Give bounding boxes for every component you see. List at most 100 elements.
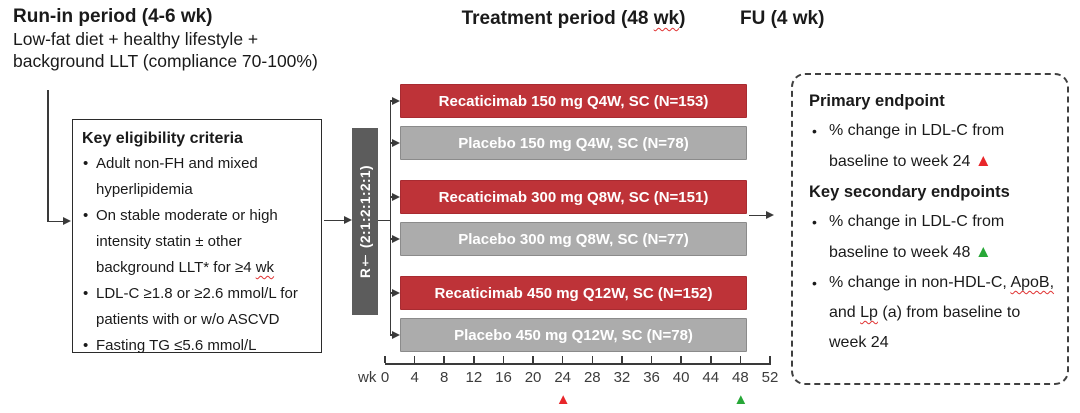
eligibility-bullet-list: Adult non-FH and mixed hyperlipidemia On … (82, 151, 315, 359)
axis-tick (473, 356, 475, 363)
treatment-arm-bar-active: Recaticimab 150 mg Q4W, SC (N=153) (400, 84, 747, 118)
text-segment: Treatment period (48 (461, 8, 654, 29)
axis-tick (413, 356, 416, 363)
axis-tick-label: 20 (524, 369, 542, 386)
axis-tick-label: 52 (761, 369, 779, 386)
branch-arrowhead-icon (392, 234, 400, 243)
branch-spine-line (389, 101, 391, 335)
eligibility-bullet: Fasting TG ≤5.6 mmol/L (82, 333, 315, 359)
eligibility-bullet: Adult non-FH and mixed hyperlipidemia (82, 151, 315, 203)
axis-tick (561, 356, 564, 363)
treatment-arm-bar-active: Recaticimab 300 mg Q8W, SC (N=151) (400, 180, 747, 214)
text-segment: (a) from baseline to week 24 (829, 304, 1021, 351)
eligibility-to-randomization-arrowhead-icon (344, 216, 352, 224)
run-in-connector-vertical-line (47, 90, 49, 221)
axis-tick (710, 356, 712, 363)
text-segment-red-triangle: ▲ (974, 151, 992, 170)
endpoints-box: Primary endpoint % change in LDL-C from b… (791, 73, 1069, 385)
endpoint-bullet-list: % change in LDL-C from baseline to week … (809, 207, 1055, 358)
axis-tick-label: 8 (440, 369, 449, 386)
treatment-arm-bar-placebo: Placebo 450 mg Q12W, SC (N=78) (400, 318, 747, 352)
text-segment-squiggle: Lp (860, 304, 878, 321)
text-segment-green-triangle: ▲ (974, 242, 992, 261)
endpoint-bullet: % change in non-HDL-C, ApoB, and Lp (a) … (809, 268, 1055, 358)
follow-up-title: FU (4 wk) (740, 8, 825, 29)
text-segment-squiggle: wk (653, 8, 680, 29)
axis-tick (502, 356, 505, 363)
axis-tick-label: 44 (702, 369, 720, 386)
axis-tick (532, 356, 534, 363)
randomization-to-spine-line (378, 219, 390, 221)
axis-tick (739, 356, 742, 363)
run-in-subtitle-line2: background LLT (compliance 70-100%) (13, 51, 318, 71)
axis-tick-label: 36 (643, 369, 660, 386)
axis-tick-label: 28 (583, 369, 601, 386)
text-segment: % change in LDL-C from baseline to week … (829, 122, 1005, 170)
treatment-arm-label: Recaticimab 450 mg Q12W, SC (N=152) (434, 284, 713, 302)
text-segment: Fasting TG ≤5.6 mmol/L (96, 337, 257, 354)
endpoint-bullet: % change in LDL-C from baseline to week … (809, 207, 1055, 268)
endpoint-bullet-list: % change in LDL-C from baseline to week … (809, 116, 1055, 177)
text-segment: % change in non-HDL-C, (829, 274, 1011, 291)
eligibility-to-randomization-line (324, 219, 345, 221)
run-in-period-block: Run-in period (4-6 wk) Low-fat diet + he… (13, 6, 383, 72)
treatment-arm-bar-placebo: Placebo 150 mg Q4W, SC (N=78) (400, 126, 747, 160)
run-in-connector-horizontal-line (47, 220, 64, 222)
arms-to-endpoints-arrowhead-icon (766, 211, 774, 219)
axis-tick (443, 356, 445, 363)
axis-tick-label: 16 (495, 369, 512, 386)
eligibility-criteria-box: Key eligibility criteria Adult non-FH an… (72, 119, 322, 359)
treatment-arm-label: Placebo 150 mg Q4W, SC (N=78) (458, 134, 689, 152)
axis-tick (769, 356, 771, 363)
treatment-arm-bar-placebo: Placebo 300 mg Q8W, SC (N=77) (400, 222, 747, 256)
text-segment-squiggle: ApoB, (1010, 274, 1055, 291)
axis-tick-label: 48 (732, 369, 749, 386)
eligibility-bullet: On stable moderate or high intensity sta… (82, 203, 315, 281)
text-segment: LDL-C ≥1.8 or ≥2.6 mmol/L for patients w… (96, 285, 298, 328)
assessment-week-48-marker-icon: ▲ (733, 391, 749, 408)
treatment-period-title: Treatment period (48 wk) (400, 8, 747, 30)
eligibility-title: Key eligibility criteria (82, 130, 243, 147)
run-in-arrowhead-icon (63, 217, 71, 225)
treatment-arm-label: Placebo 300 mg Q8W, SC (N=77) (458, 230, 689, 248)
eligibility-bullet: LDL-C ≥1.8 or ≥2.6 mmol/L for patients w… (82, 281, 315, 333)
branch-arrowhead-icon (392, 330, 400, 339)
branch-arrowhead-icon (392, 192, 400, 201)
axis-tick-label: 24 (554, 369, 572, 386)
axis-tick-label: 40 (672, 369, 690, 386)
text-segment: and (829, 304, 861, 321)
branch-arrowhead-icon (392, 288, 400, 297)
treatment-arm-bar-active: Recaticimab 450 mg Q12W, SC (N=152) (400, 276, 747, 310)
axis-tick-label: 12 (465, 369, 483, 386)
text-segment: % change in LDL-C from baseline to week … (829, 213, 1005, 261)
axis-tick (621, 356, 623, 363)
text-segment: Adult non-FH and mixed hyperlipidemia (96, 155, 258, 198)
axis-tick-label: 4 (410, 369, 419, 386)
axis-tick (650, 356, 653, 363)
axis-tick (680, 356, 682, 363)
axis-tick-label: 32 (613, 369, 631, 386)
week-axis-unit-label: wk (358, 369, 377, 386)
randomization-ratio-label: R† (2:1:2:1:2:1) (357, 164, 373, 279)
axis-tick (591, 356, 594, 363)
text-segment-squiggle: wk (255, 259, 275, 276)
axis-tick (384, 356, 386, 363)
assessment-week-24-marker-icon: ▲ (555, 391, 571, 408)
endpoint-bullet: % change in LDL-C from baseline to week … (809, 116, 1055, 177)
axis-tick-label: 0 (380, 369, 390, 386)
treatment-arm-label: Recaticimab 300 mg Q8W, SC (N=151) (438, 188, 709, 206)
endpoint-section-title: Key secondary endpoints (809, 183, 1010, 201)
randomization-box: R† (2:1:2:1:2:1) (352, 128, 378, 315)
text-segment: On stable moderate or high intensity sta… (96, 207, 278, 276)
endpoint-section-title: Primary endpoint (809, 92, 945, 110)
branch-arrowhead-icon (392, 138, 400, 147)
run-in-subtitle-line1: Low-fat diet + healthy lifestyle + (13, 29, 259, 49)
week-axis-line (385, 363, 771, 365)
text-segment: ) (679, 8, 686, 29)
branch-arrowhead-icon (392, 96, 400, 105)
treatment-arm-label: Recaticimab 150 mg Q4W, SC (N=153) (438, 92, 709, 110)
treatment-arm-label: Placebo 450 mg Q12W, SC (N=78) (454, 326, 693, 344)
arms-to-endpoints-line (749, 214, 767, 216)
run-in-title: Run-in period (4-6 wk) (13, 6, 213, 27)
